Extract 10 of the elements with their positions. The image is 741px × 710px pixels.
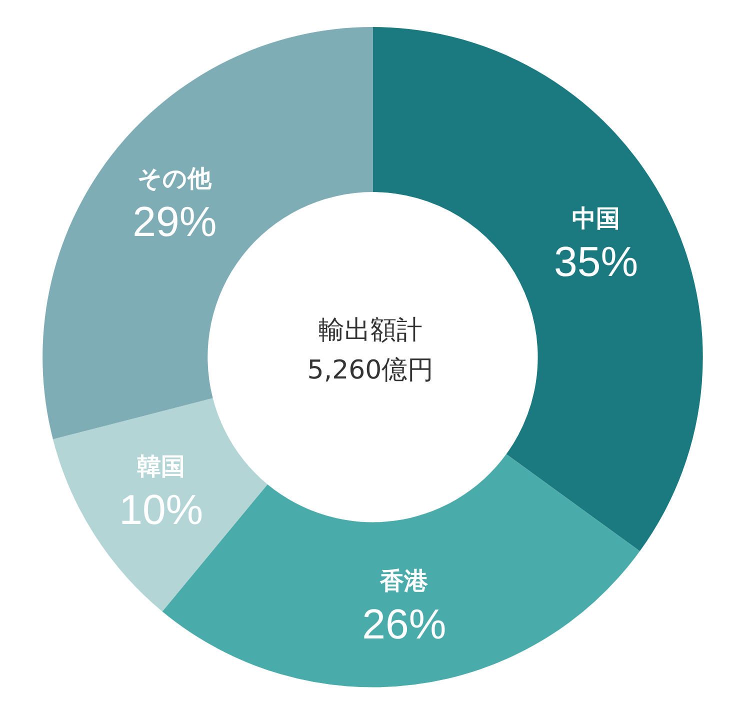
text: 輸出額計 [318, 315, 422, 346]
slice-label: その他 [138, 164, 213, 193]
slice-label: 中国 [572, 204, 620, 232]
data-label: 35% [554, 238, 638, 285]
slice-label: 香港 [379, 566, 430, 595]
data-label: 29% [132, 198, 217, 246]
data-label: 10% [119, 486, 204, 533]
data-label: 26% [362, 600, 446, 648]
slice-label: 韓国 [137, 452, 186, 480]
text: 5,260億円 [307, 355, 434, 386]
